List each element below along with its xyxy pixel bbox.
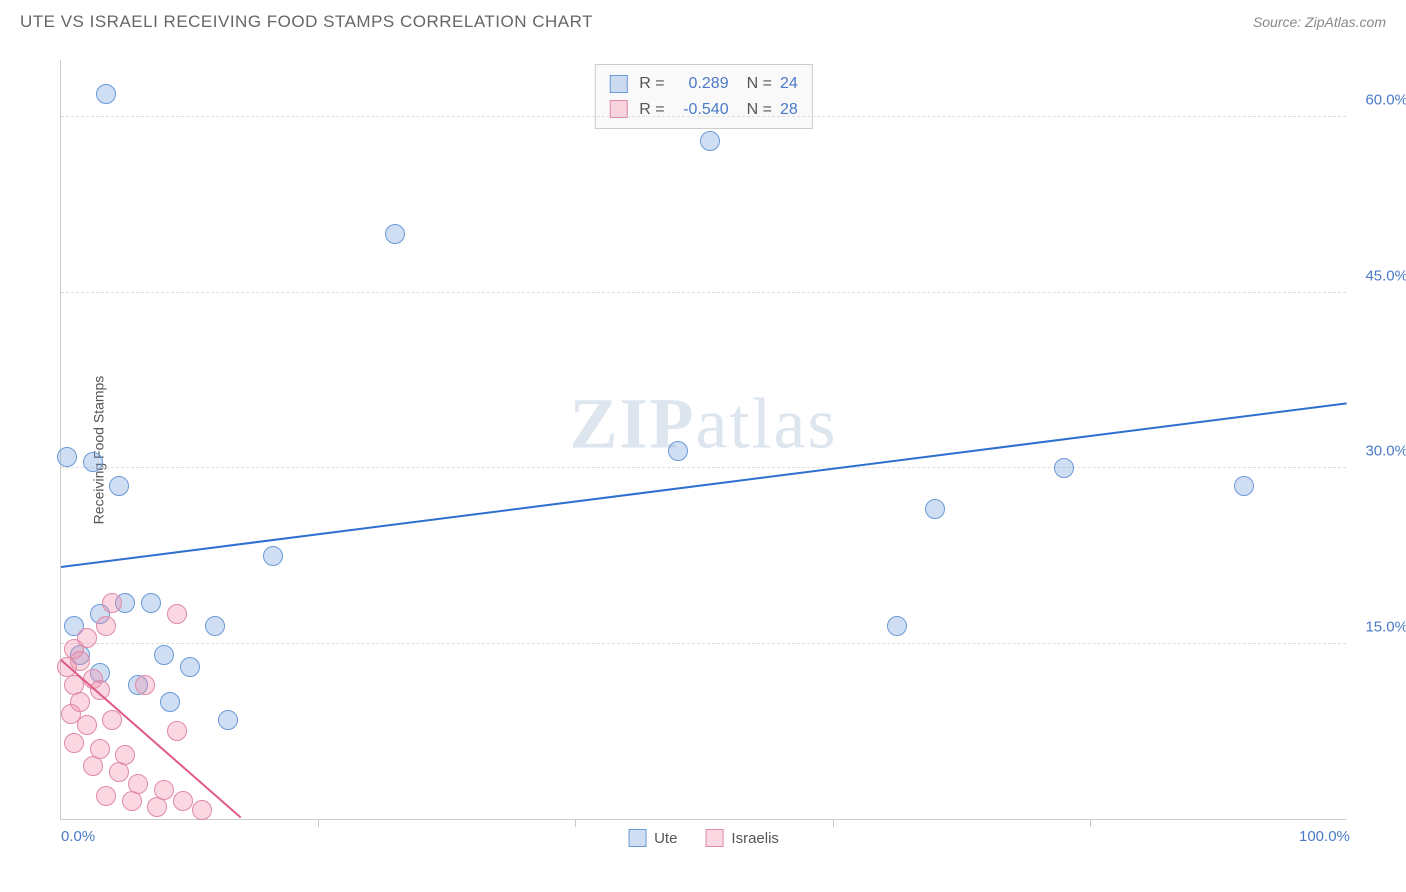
correlation-legend: R = 0.289 N = 24 R = -0.540 N = 28 bbox=[594, 64, 812, 129]
data-point bbox=[83, 756, 103, 776]
data-point bbox=[385, 224, 405, 244]
data-point bbox=[135, 675, 155, 695]
gridline bbox=[61, 292, 1346, 293]
data-point bbox=[700, 131, 720, 151]
trend-line bbox=[61, 402, 1347, 568]
data-point bbox=[180, 657, 200, 677]
x-tick bbox=[1090, 819, 1091, 827]
data-point bbox=[925, 499, 945, 519]
data-point bbox=[668, 441, 688, 461]
data-point bbox=[64, 733, 84, 753]
n-label: N = bbox=[747, 97, 772, 123]
x-tick bbox=[575, 819, 576, 827]
data-point bbox=[141, 593, 161, 613]
r-label: R = bbox=[639, 71, 664, 97]
data-point bbox=[90, 680, 110, 700]
data-point bbox=[109, 762, 129, 782]
r-label: R = bbox=[639, 97, 664, 123]
legend-label: Israelis bbox=[731, 830, 779, 847]
n-label: N = bbox=[747, 71, 772, 97]
data-point bbox=[887, 616, 907, 636]
y-tick-label: 30.0% bbox=[1365, 443, 1406, 460]
r-value: 0.289 bbox=[673, 71, 729, 97]
data-point bbox=[96, 786, 116, 806]
data-point bbox=[77, 715, 97, 735]
data-point bbox=[173, 791, 193, 811]
data-point bbox=[218, 710, 238, 730]
data-point bbox=[83, 452, 103, 472]
data-point bbox=[192, 800, 212, 820]
legend-swatch bbox=[609, 75, 627, 93]
legend-swatch bbox=[628, 829, 646, 847]
data-point bbox=[154, 645, 174, 665]
legend-item: Israelis bbox=[705, 829, 779, 847]
data-point bbox=[1054, 458, 1074, 478]
x-tick-label: 100.0% bbox=[1299, 828, 1350, 845]
data-point bbox=[77, 628, 97, 648]
data-point bbox=[109, 476, 129, 496]
legend-swatch bbox=[705, 829, 723, 847]
n-value: 28 bbox=[780, 97, 798, 123]
y-tick-label: 15.0% bbox=[1365, 618, 1406, 635]
x-tick bbox=[833, 819, 834, 827]
legend-row: R = -0.540 N = 28 bbox=[609, 97, 797, 123]
series-legend: Ute Israelis bbox=[628, 829, 779, 847]
data-point bbox=[167, 721, 187, 741]
data-point bbox=[122, 791, 142, 811]
data-point bbox=[167, 604, 187, 624]
chart-title: UTE VS ISRAELI RECEIVING FOOD STAMPS COR… bbox=[20, 12, 593, 32]
data-point bbox=[160, 692, 180, 712]
gridline bbox=[61, 116, 1346, 117]
n-value: 24 bbox=[780, 71, 798, 97]
y-tick-label: 60.0% bbox=[1365, 92, 1406, 109]
legend-row: R = 0.289 N = 24 bbox=[609, 71, 797, 97]
watermark: ZIPatlas bbox=[570, 383, 838, 466]
data-point bbox=[147, 797, 167, 817]
data-point bbox=[1234, 476, 1254, 496]
source-label: Source: ZipAtlas.com bbox=[1253, 14, 1386, 30]
gridline bbox=[61, 643, 1346, 644]
chart-area: Receiving Food Stamps ZIPatlas R =0.289N… bbox=[60, 60, 1380, 840]
data-point bbox=[263, 546, 283, 566]
data-point bbox=[102, 593, 122, 613]
r-value: -0.540 bbox=[673, 97, 729, 123]
data-point bbox=[96, 616, 116, 636]
gridline bbox=[61, 467, 1346, 468]
chart-header: UTE VS ISRAELI RECEIVING FOOD STAMPS COR… bbox=[0, 0, 1406, 32]
watermark-part2: atlas bbox=[696, 384, 838, 464]
data-point bbox=[57, 447, 77, 467]
x-tick-label: 0.0% bbox=[61, 828, 95, 845]
x-tick bbox=[318, 819, 319, 827]
data-point bbox=[96, 84, 116, 104]
legend-label: Ute bbox=[654, 830, 677, 847]
plot-region: ZIPatlas R =0.289N =24R =-0.540N =28 Ute… bbox=[60, 60, 1346, 820]
legend-item: Ute bbox=[628, 829, 677, 847]
y-tick-label: 45.0% bbox=[1365, 267, 1406, 284]
data-point bbox=[205, 616, 225, 636]
